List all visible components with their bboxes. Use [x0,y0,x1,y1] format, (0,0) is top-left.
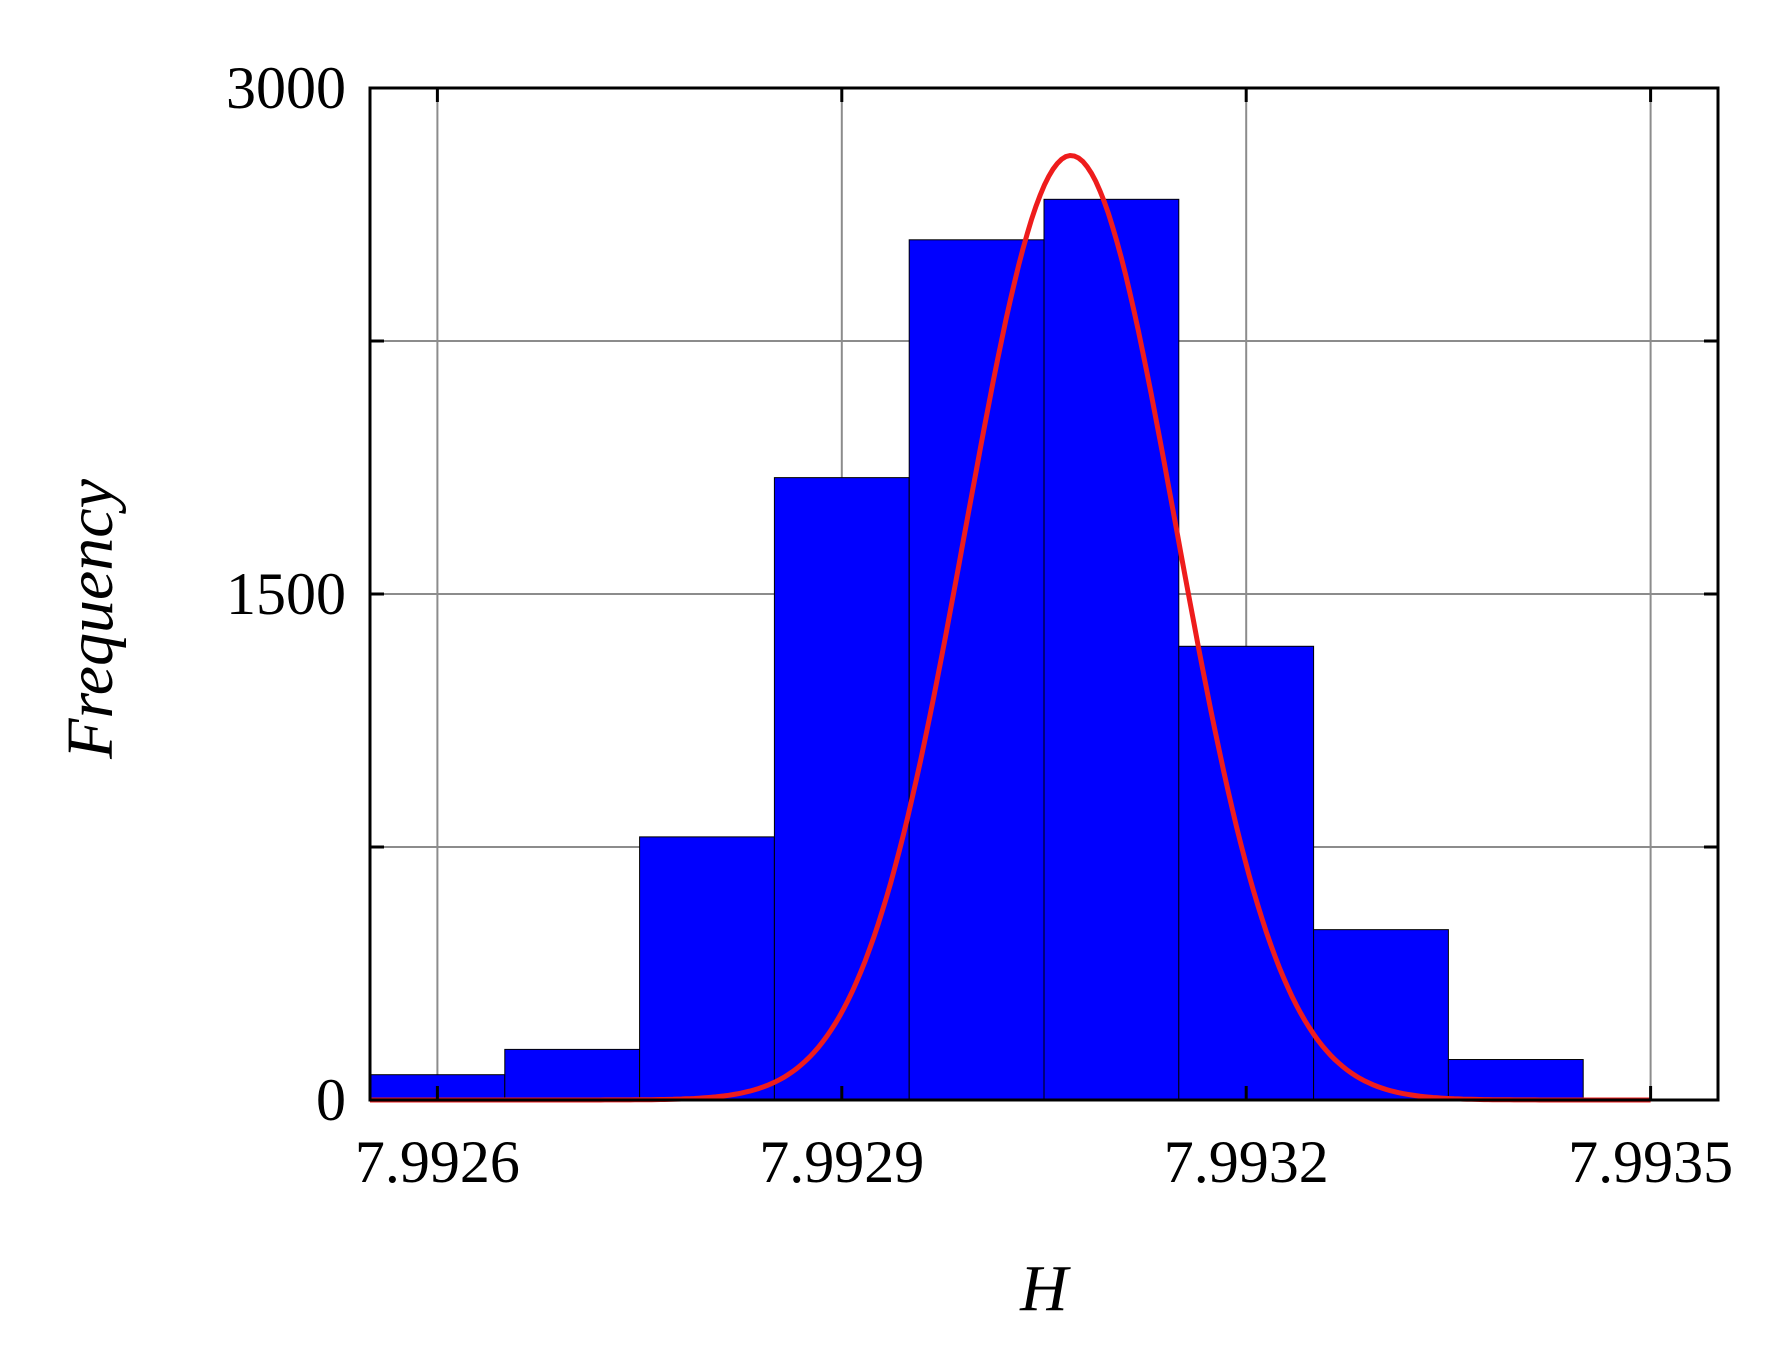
histogram-bar [1447,1059,1584,1101]
y-tick-label: 0 [316,1067,346,1133]
histogram-bars [369,198,1584,1101]
axis-ticks [370,86,1718,1102]
histogram-bar [1313,929,1449,1101]
x-tick-label: 7.9929 [759,1129,924,1195]
x-tick-labels: 7.9926 7.9929 7.9932 7.9935 [355,1129,1733,1195]
x-tick-label: 7.9932 [1164,1129,1329,1195]
x-tick-label: 7.9926 [355,1129,520,1195]
histogram-bar [639,836,775,1101]
y-axis-title: Frequency [54,478,127,759]
y-tick-label: 3000 [226,55,346,121]
x-axis-title: H [1019,1252,1071,1325]
histogram-bar [504,1048,641,1101]
histogram-bar [773,477,910,1101]
histogram-bar [1043,198,1180,1101]
y-tick-labels: 0 1500 3000 [226,55,346,1133]
x-tick-label: 7.9935 [1568,1129,1733,1195]
y-tick-label: 1500 [226,561,346,627]
histogram-bar [908,239,1045,1101]
